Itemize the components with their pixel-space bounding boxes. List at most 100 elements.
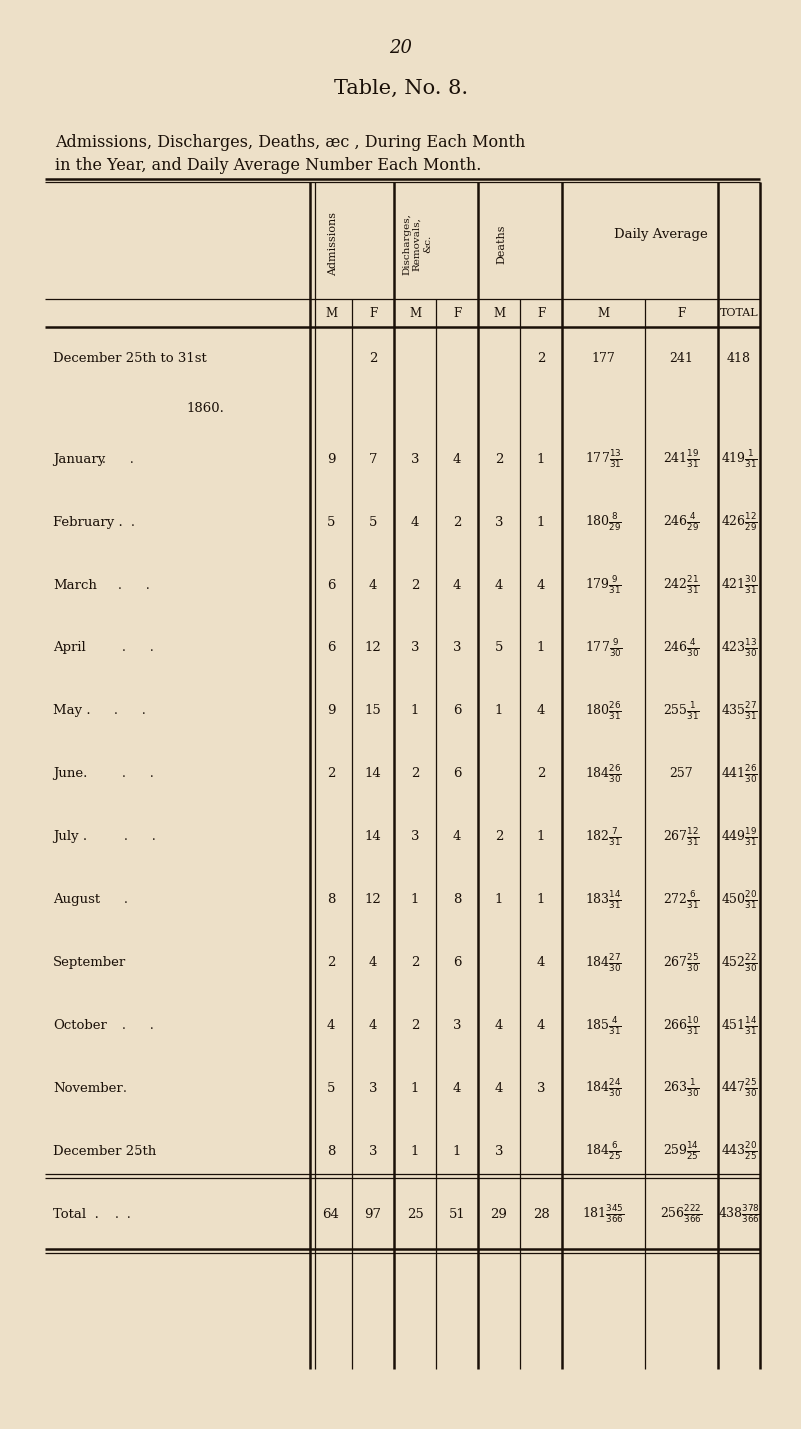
Text: $\mathregular{419}\frac{1}{31}$: $\mathregular{419}\frac{1}{31}$: [721, 449, 758, 470]
Text: October: October: [53, 1019, 107, 1032]
Text: $\mathregular{449}\frac{19}{31}$: $\mathregular{449}\frac{19}{31}$: [721, 826, 758, 847]
Text: $\mathregular{184}\frac{6}{25}$: $\mathregular{184}\frac{6}{25}$: [585, 1140, 622, 1162]
Text: $\mathregular{182}\frac{7}{31}$: $\mathregular{182}\frac{7}{31}$: [585, 826, 622, 847]
Text: 9: 9: [327, 704, 336, 717]
Text: 5: 5: [368, 516, 377, 529]
Text: 4: 4: [453, 453, 461, 466]
Text: M: M: [409, 306, 421, 320]
Text: 4: 4: [537, 704, 545, 717]
Text: $\mathregular{184}\frac{27}{30}$: $\mathregular{184}\frac{27}{30}$: [585, 952, 622, 973]
Text: 2: 2: [453, 516, 461, 529]
Text: .: .: [105, 956, 117, 969]
Text: 64: 64: [323, 1208, 340, 1220]
Text: 1: 1: [411, 704, 419, 717]
Text: 4: 4: [453, 1082, 461, 1095]
Text: 4: 4: [368, 1019, 377, 1032]
Text: 4: 4: [368, 579, 377, 592]
Text: $\mathregular{263}\frac{1}{30}$: $\mathregular{263}\frac{1}{30}$: [663, 1077, 700, 1099]
Text: 3: 3: [368, 1145, 377, 1157]
Text: 12: 12: [364, 893, 381, 906]
Text: 28: 28: [533, 1208, 549, 1220]
Text: $\mathregular{177}\frac{9}{30}$: $\mathregular{177}\frac{9}{30}$: [585, 637, 622, 659]
Text: $\mathregular{423}\frac{13}{30}$: $\mathregular{423}\frac{13}{30}$: [721, 637, 758, 659]
Text: January: January: [53, 453, 105, 466]
Text: December 25th to 31st: December 25th to 31st: [53, 352, 207, 364]
Text: F: F: [678, 306, 686, 320]
Text: $\mathregular{246}\frac{4}{29}$: $\mathregular{246}\frac{4}{29}$: [663, 512, 700, 533]
Text: 4: 4: [368, 956, 377, 969]
Text: 1: 1: [495, 704, 503, 717]
Text: 2: 2: [495, 453, 503, 466]
Text: Table, No. 8.: Table, No. 8.: [334, 79, 468, 99]
Text: 4: 4: [537, 579, 545, 592]
Text: 25: 25: [407, 1208, 424, 1220]
Text: F: F: [453, 306, 461, 320]
Text: February .: February .: [53, 516, 123, 529]
Text: $\mathregular{241}\frac{19}{31}$: $\mathregular{241}\frac{19}{31}$: [663, 449, 700, 470]
Text: F: F: [369, 306, 377, 320]
Text: December 25th: December 25th: [53, 1145, 156, 1157]
Text: Daily Average: Daily Average: [614, 227, 708, 240]
Text: .      .: . .: [82, 767, 154, 780]
Text: November: November: [53, 1082, 123, 1095]
Text: $\mathregular{259}\frac{14}{25}$: $\mathregular{259}\frac{14}{25}$: [663, 1140, 700, 1162]
Text: $\mathregular{267}\frac{12}{31}$: $\mathregular{267}\frac{12}{31}$: [663, 826, 700, 847]
Text: $\mathregular{438}\frac{378}{366}$: $\mathregular{438}\frac{378}{366}$: [718, 1203, 760, 1226]
Text: $\mathregular{266}\frac{10}{31}$: $\mathregular{266}\frac{10}{31}$: [663, 1015, 700, 1036]
Text: 2: 2: [327, 767, 335, 780]
Text: $\mathregular{450}\frac{20}{31}$: $\mathregular{450}\frac{20}{31}$: [721, 889, 758, 910]
Text: 4: 4: [495, 1019, 503, 1032]
Text: 2: 2: [411, 1019, 419, 1032]
Text: 4: 4: [537, 1019, 545, 1032]
Text: April: April: [53, 642, 86, 654]
Text: 9: 9: [327, 453, 336, 466]
Text: TOTAL: TOTAL: [719, 309, 759, 319]
Text: .  .: . .: [99, 1208, 131, 1220]
Text: .      .: . .: [88, 830, 155, 843]
Text: Total  .: Total .: [53, 1208, 99, 1220]
Text: $\mathregular{256}\frac{222}{366}$: $\mathregular{256}\frac{222}{366}$: [660, 1203, 702, 1226]
Text: 2: 2: [495, 830, 503, 843]
Text: 3: 3: [411, 830, 419, 843]
Text: .: .: [99, 1082, 127, 1095]
Text: 4: 4: [453, 830, 461, 843]
Text: July .: July .: [53, 830, 87, 843]
Text: 1: 1: [537, 893, 545, 906]
Text: Discharges,
Removals,
&c.: Discharges, Removals, &c.: [402, 213, 432, 274]
Text: 1: 1: [537, 516, 545, 529]
Text: $\mathregular{272}\frac{6}{31}$: $\mathregular{272}\frac{6}{31}$: [663, 889, 700, 910]
Text: 1: 1: [495, 893, 503, 906]
Text: M: M: [493, 306, 505, 320]
Text: 3: 3: [537, 1082, 545, 1095]
Text: M: M: [325, 306, 337, 320]
Text: .: .: [128, 1145, 140, 1157]
Text: .: .: [88, 893, 127, 906]
Text: 4: 4: [453, 579, 461, 592]
Text: 15: 15: [364, 704, 381, 717]
Text: $\mathregular{255}\frac{1}{31}$: $\mathregular{255}\frac{1}{31}$: [663, 700, 700, 722]
Text: 8: 8: [327, 1145, 335, 1157]
Text: 5: 5: [327, 516, 335, 529]
Text: .: .: [111, 516, 135, 529]
Text: September: September: [53, 956, 127, 969]
Text: 2: 2: [411, 767, 419, 780]
Text: Deaths: Deaths: [496, 224, 506, 264]
Text: 5: 5: [495, 642, 503, 654]
Text: $\mathregular{184}\frac{24}{30}$: $\mathregular{184}\frac{24}{30}$: [585, 1077, 622, 1099]
Text: 6: 6: [453, 704, 461, 717]
Text: 2: 2: [537, 352, 545, 364]
Text: .      .: . .: [94, 453, 133, 466]
Text: 3: 3: [411, 642, 419, 654]
Text: .      .: . .: [82, 704, 146, 717]
Text: $\mathregular{441}\frac{26}{30}$: $\mathregular{441}\frac{26}{30}$: [721, 763, 758, 785]
Text: 4: 4: [537, 956, 545, 969]
Text: $\mathregular{451}\frac{14}{31}$: $\mathregular{451}\frac{14}{31}$: [721, 1015, 758, 1036]
Text: .      .: . .: [94, 1019, 153, 1032]
Text: 2: 2: [411, 956, 419, 969]
Text: 3: 3: [495, 516, 503, 529]
Text: 6: 6: [327, 642, 336, 654]
Text: 6: 6: [453, 767, 461, 780]
Text: 6: 6: [453, 956, 461, 969]
Text: in the Year, and Daily Average Number Each Month.: in the Year, and Daily Average Number Ea…: [55, 157, 481, 174]
Text: 14: 14: [364, 830, 381, 843]
